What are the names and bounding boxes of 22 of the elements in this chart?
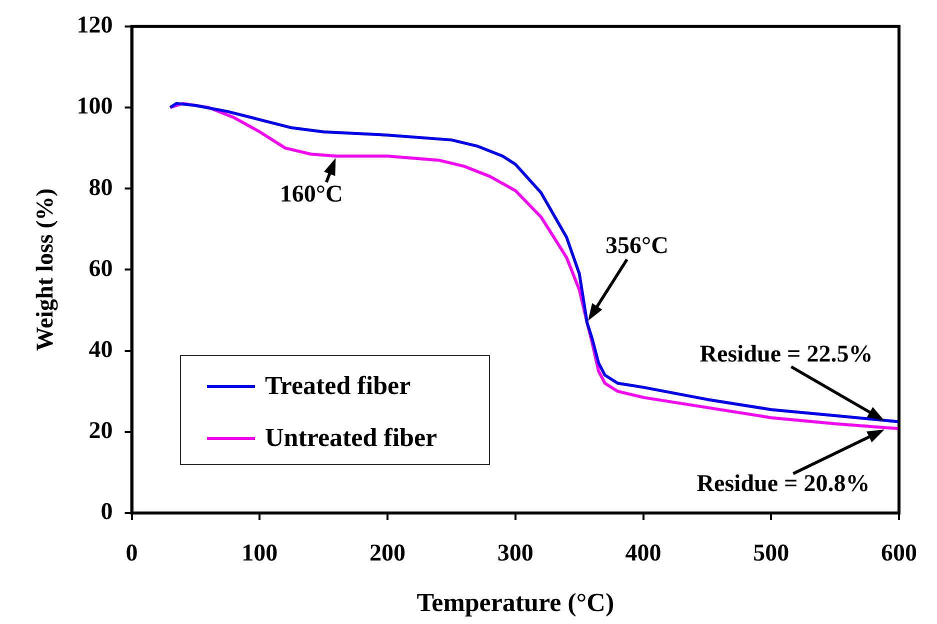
x-tick-label: 0 [126,540,138,567]
x-tick-label: 600 [881,540,917,567]
annotation: 160°C [280,182,343,208]
annotation: 356°C [606,232,668,259]
y-tick-label: 0 [100,499,113,526]
y-tick-label: 60 [88,256,113,282]
annotation: Residue = 22.5% [700,341,873,368]
x-tick-label: 100 [242,540,278,567]
legend-label: Treated fiber [265,371,411,401]
x-tick-label: 500 [753,540,790,567]
y-tick-label: 40 [88,337,113,364]
legend-label: Untreated fiber [265,423,438,453]
y-tick-label: 80 [88,174,113,201]
x-tick-label: 300 [497,540,534,567]
y-axis-title: Weight loss (%) [32,188,59,352]
x-tick-label: 400 [625,540,662,567]
y-tick-label: 20 [88,418,113,444]
annotation: Residue = 20.8% [696,471,870,498]
y-tick-label: 100 [76,94,113,120]
x-axis-title: Temperature (°C) [416,588,614,618]
y-tick-label: 120 [76,12,113,39]
x-tick-label: 200 [370,540,406,567]
